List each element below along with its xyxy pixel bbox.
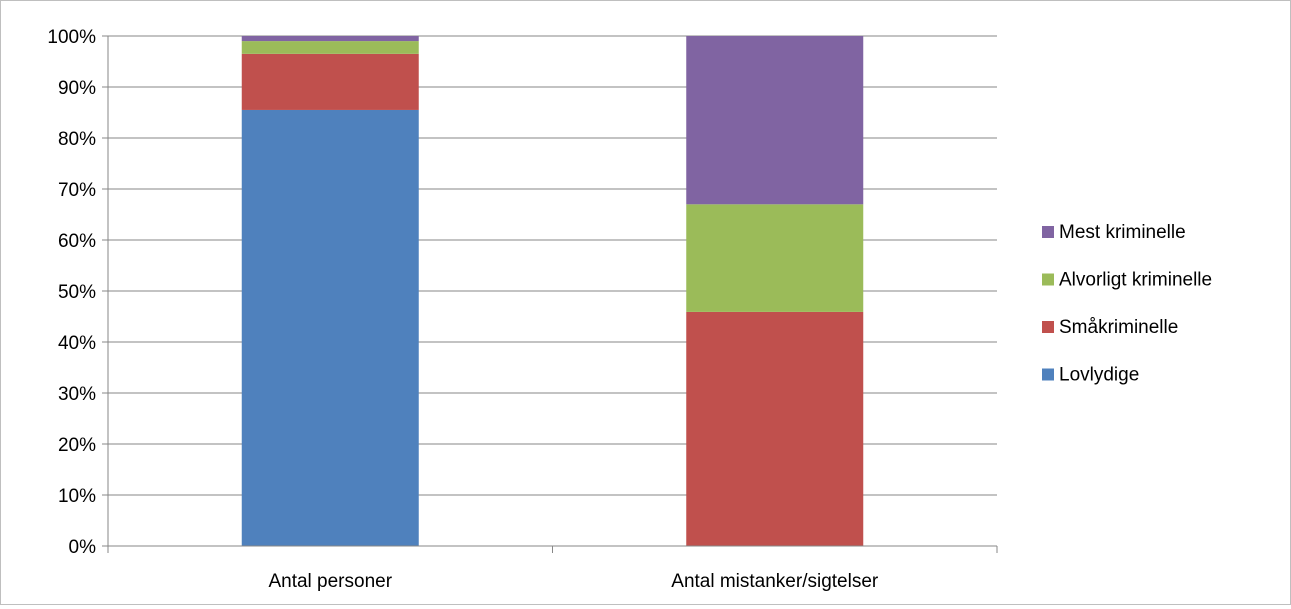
bar-segment-3-0: [241, 36, 419, 42]
y-tick-label: 20%: [58, 435, 96, 456]
legend-swatch-1: [1042, 321, 1054, 333]
y-tick-label: 30%: [58, 384, 96, 405]
legend: Mest kriminelle Alvorligt kriminelle Småkr…: [1042, 222, 1212, 386]
legend-label: Småkriminelle: [1059, 317, 1178, 338]
y-tick-label: 100%: [47, 27, 96, 48]
bar-segment-2-1: [686, 204, 864, 312]
legend-label: Alvorligt kriminelle: [1059, 270, 1212, 291]
legend-label: Lovlydige: [1059, 365, 1139, 386]
legend-swatch-0: [1042, 368, 1054, 381]
gridlines: [108, 35, 997, 496]
y-tick-label: 50%: [58, 282, 96, 303]
bar-segment-2-0: [241, 41, 419, 54]
y-tick-label: 60%: [58, 231, 96, 252]
bar-segment-0-0: [241, 109, 419, 546]
legend-swatch-2: [1042, 273, 1054, 286]
legend-label: Mest kriminelle: [1059, 222, 1186, 243]
bar-segment-1-1: [686, 311, 864, 546]
axes: 0% 10% 20% 30% 40% 50% 60% 70% 80% 90% 100% Antal p…: [47, 27, 998, 592]
bars: [241, 36, 864, 546]
x-tick-label: Antal mistanker/sigtelser: [671, 571, 879, 592]
y-tick-label: 80%: [58, 129, 96, 150]
y-tick-label: 40%: [58, 333, 96, 354]
y-tick-label: 10%: [58, 486, 96, 507]
bar-segment-3-1: [686, 36, 864, 205]
bar-segment-1-0: [241, 53, 419, 110]
y-tick-label: 70%: [58, 180, 96, 201]
y-tick-label: 0%: [69, 537, 97, 558]
x-tick-label: Antal personer: [268, 571, 392, 592]
legend-swatch-3: [1042, 226, 1054, 238]
y-tick-label: 90%: [58, 78, 96, 99]
